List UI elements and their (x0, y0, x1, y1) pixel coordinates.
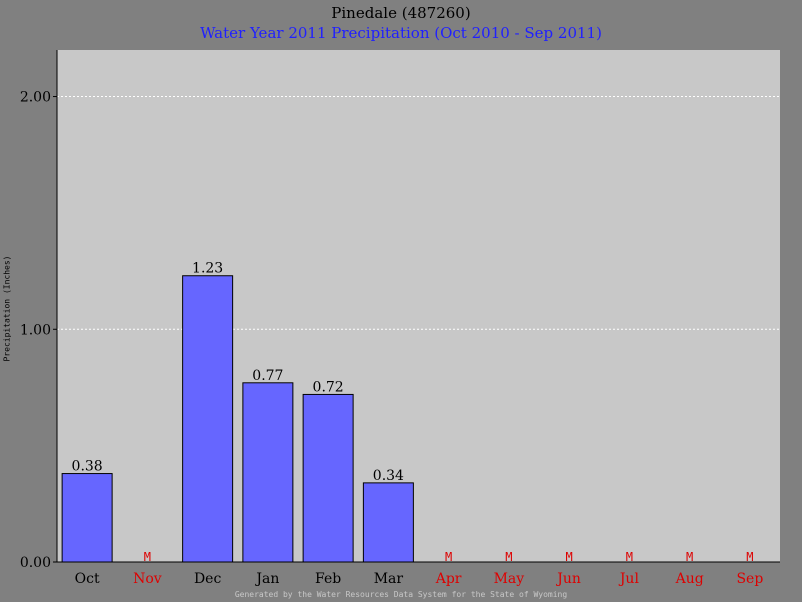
x-tick-label: Dec (194, 571, 222, 587)
x-tick-label: Jun (555, 571, 581, 587)
bar-value-label: 0.77 (252, 368, 283, 384)
x-tick-label: Oct (75, 571, 100, 587)
bar-feb (302, 393, 354, 563)
x-tick-label: Sep (736, 571, 763, 587)
bar-dec (182, 275, 234, 563)
x-tick-label: Aug (675, 571, 704, 587)
x-tick-label: May (494, 571, 525, 587)
bar-value-label: 0.72 (313, 379, 344, 395)
x-tick-label: Jul (618, 571, 640, 587)
missing-marker: M (445, 550, 452, 564)
x-tick-label: Jan (254, 571, 279, 587)
x-tick-label: Mar (374, 571, 404, 587)
grid-layer (57, 96, 780, 330)
axis-layer: 0.00 1.00 2.00 Oct Nov Dec Jan Feb Mar Apr May Jun J… (20, 50, 780, 587)
missing-marker: M (746, 550, 753, 564)
missing-marker: M (686, 550, 693, 564)
missing-marker: M (626, 550, 633, 564)
x-tick-label: Nov (133, 571, 162, 587)
missing-marker: M (505, 550, 512, 564)
bar-value-label: 0.38 (72, 459, 103, 475)
y-tick-label: 0.00 (20, 555, 51, 571)
bar-value-label: 1.23 (192, 261, 223, 277)
missing-marker: M (566, 550, 573, 564)
y-tick-label: 1.00 (20, 322, 51, 338)
bar-mar (362, 482, 414, 563)
bar-oct (61, 473, 113, 563)
footer-note: Generated by the Water Resources Data Sy… (234, 590, 568, 599)
y-tick-label: 2.00 (20, 90, 51, 106)
x-tick-label: Apr (435, 571, 462, 587)
bar-jan (242, 382, 294, 563)
bar-value-label: 0.34 (373, 468, 404, 484)
missing-marker: M (144, 550, 151, 564)
x-tick-label: Feb (315, 571, 341, 587)
plot-area (57, 50, 780, 562)
chart-title: Pinedale (487260) (331, 4, 471, 22)
chart-subtitle: Water Year 2011 Precipitation (Oct 2010 … (200, 24, 602, 42)
bars-layer: 0.38 M 1.23 0.77 0.72 0.34 M M M M M M (61, 261, 753, 564)
